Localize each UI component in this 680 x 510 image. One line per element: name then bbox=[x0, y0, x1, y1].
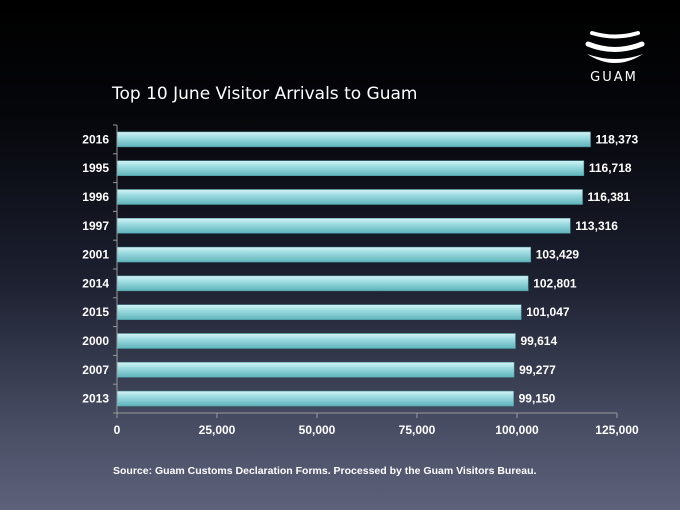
bar bbox=[116, 189, 583, 205]
category-label: 2000 bbox=[82, 334, 109, 348]
data-label: 118,373 bbox=[595, 132, 638, 146]
category-label: 2001 bbox=[82, 248, 109, 262]
x-tick-label: 100,000 bbox=[495, 423, 539, 437]
bar bbox=[116, 275, 529, 292]
bar bbox=[116, 362, 515, 378]
category-label: 2014 bbox=[82, 276, 109, 290]
data-label: 99,614 bbox=[520, 334, 557, 348]
bar bbox=[116, 131, 591, 148]
bar bbox=[116, 246, 531, 263]
x-tick-label: 75,000 bbox=[399, 423, 436, 437]
source-note: Source: Guam Customs Declaration Forms. … bbox=[113, 465, 537, 477]
category-label: 1996 bbox=[82, 190, 109, 204]
x-tick-label: 25,000 bbox=[199, 423, 236, 437]
category-label: 1997 bbox=[82, 219, 109, 233]
category-label: 2013 bbox=[82, 392, 109, 406]
data-label: 113,316 bbox=[575, 219, 618, 233]
data-label: 116,718 bbox=[589, 161, 632, 175]
logo-text: GUAM bbox=[590, 70, 638, 85]
chart-title: Top 10 June Visitor Arrivals to Guam bbox=[112, 84, 418, 104]
data-label: 102,801 bbox=[533, 276, 577, 290]
guam-logo-icon bbox=[585, 31, 645, 63]
x-tick-label: 50,000 bbox=[299, 423, 336, 437]
bar bbox=[116, 160, 585, 176]
category-label: 2015 bbox=[82, 305, 109, 319]
data-label: 116,381 bbox=[588, 190, 631, 204]
data-label: 99,150 bbox=[519, 392, 556, 406]
bar bbox=[116, 333, 516, 349]
x-tick-label: 0 bbox=[114, 423, 121, 437]
category-label: 2007 bbox=[82, 363, 109, 377]
bar bbox=[116, 390, 514, 407]
x-tick-label: 125,000 bbox=[595, 423, 639, 437]
category-label: 1995 bbox=[82, 161, 109, 175]
bar bbox=[116, 304, 522, 320]
bar bbox=[116, 218, 571, 234]
data-label: 103,429 bbox=[536, 248, 580, 262]
category-label: 2016 bbox=[82, 132, 109, 146]
data-label: 101,047 bbox=[526, 305, 570, 319]
data-label: 99,277 bbox=[519, 363, 556, 377]
